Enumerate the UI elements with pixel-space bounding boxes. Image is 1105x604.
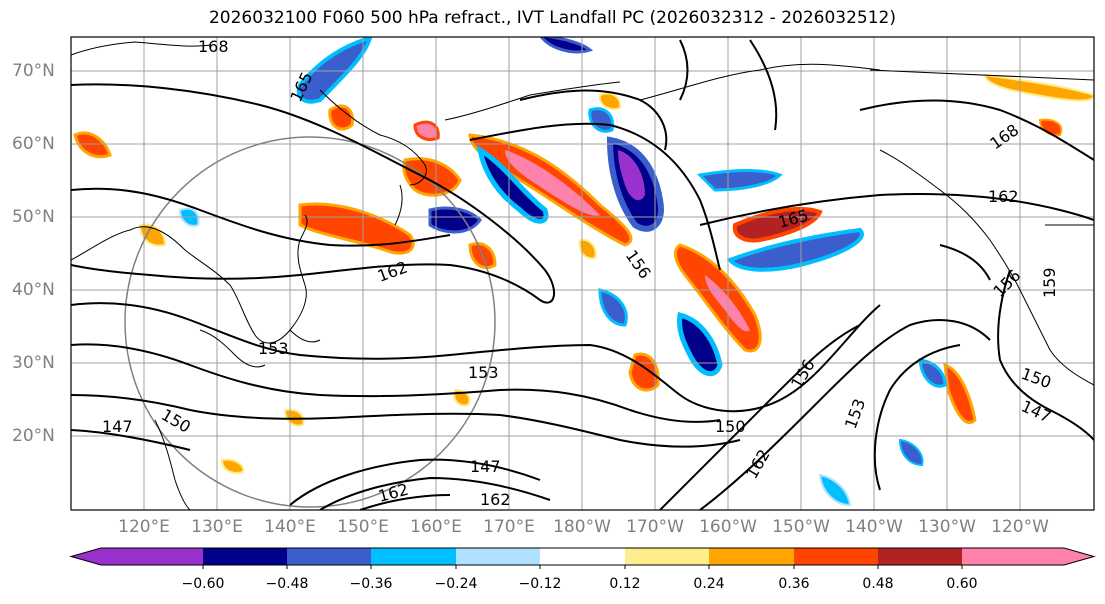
lon-label-150e: 150°E (337, 517, 389, 537)
contour-label-150: 150 (715, 417, 746, 436)
contour-label-153: 153 (258, 339, 289, 358)
colorbar-tick-label: 0.60 (946, 576, 978, 592)
lon-label-160w: 160°W (699, 517, 757, 537)
colorbar-tick-label: 0.12 (609, 576, 641, 592)
lon-label-150w: 150°W (772, 517, 830, 537)
lat-label-60n: 60°N (12, 134, 55, 154)
lon-label-140w: 140°W (845, 517, 903, 537)
contour-label-162c: 162 (988, 187, 1019, 206)
contour-label-162e: 162 (480, 490, 511, 509)
colorbar-tick-label: 0.48 (862, 576, 894, 592)
lon-label-180w: 180°W (553, 517, 611, 537)
lat-label-50n: 50°N (12, 207, 55, 227)
lat-label-70n: 70°N (12, 61, 55, 81)
graticule (71, 37, 1094, 510)
lon-label-120e: 120°E (118, 517, 170, 537)
lon-label-130w: 130°W (918, 517, 976, 537)
colorbar-tick-label: −0.24 (434, 576, 478, 592)
height-contours (71, 39, 1094, 510)
colorbar-tick-label: 0.24 (693, 576, 725, 592)
contour-label-147: 147 (102, 417, 133, 436)
contour-label-147b: 147 (470, 457, 501, 476)
colorbar-tick-label: −0.12 (518, 576, 562, 592)
lat-label-30n: 30°N (12, 353, 55, 373)
lon-label-170w: 170°W (626, 517, 684, 537)
lon-label-130e: 130°E (191, 517, 243, 537)
colorbar-tick-label: −0.48 (265, 576, 309, 592)
map-frame (70, 36, 1095, 511)
lon-label-140e: 140°E (264, 517, 316, 537)
colorbar-tick-label: −0.36 (349, 576, 393, 592)
contour-label-159: 159 (1040, 267, 1059, 298)
colorbar-tick-label: −0.60 (181, 576, 225, 592)
lon-label-160e: 160°E (410, 517, 462, 537)
lat-label-20n: 20°N (12, 426, 55, 446)
coastlines (71, 41, 1094, 510)
lat-label-40n: 40°N (12, 280, 55, 300)
contour-label-168: 168 (198, 37, 229, 56)
landfall-region-circle (124, 136, 496, 508)
contour-label-153b: 153 (468, 363, 499, 382)
map-title: 2026032100 F060 500 hPa refract., IVT La… (208, 8, 896, 28)
lon-label-170e: 170°E (483, 517, 535, 537)
colorbar-tick-label: 0.36 (778, 576, 810, 592)
lon-label-120w: 120°W (991, 517, 1049, 537)
